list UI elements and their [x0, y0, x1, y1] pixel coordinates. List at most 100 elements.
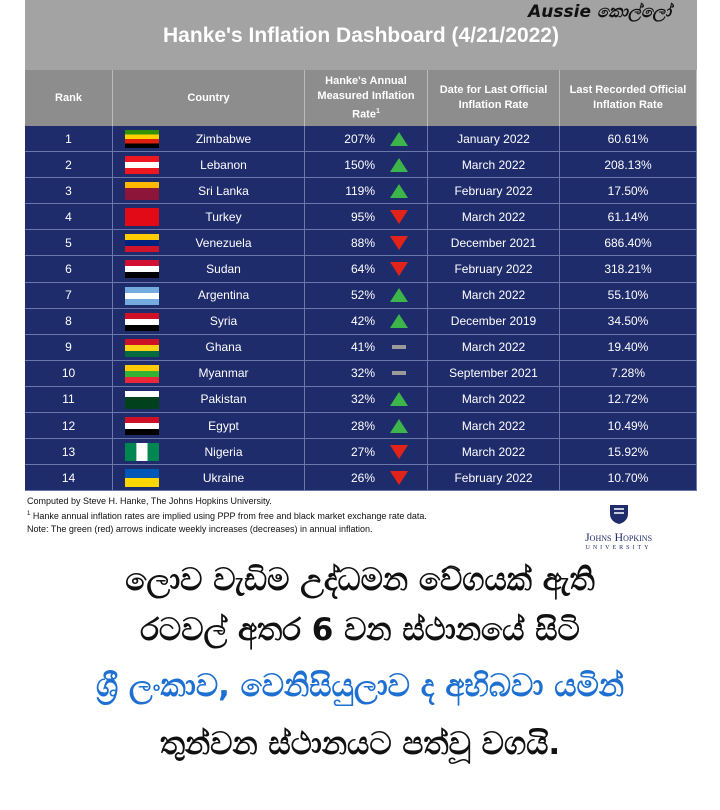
hanke-cell: 207%: [305, 126, 428, 152]
rank: 14: [25, 465, 113, 491]
flag-stripe: [125, 162, 159, 169]
arrow-up: [390, 314, 408, 329]
table-row: 11 Pakistan 32% March 2022 12.72%: [25, 386, 697, 414]
flag-stripe: [125, 364, 159, 371]
last-rate: 318.21%: [560, 256, 697, 282]
hanke-cell: 27%: [305, 439, 428, 465]
trend-arrow: [390, 157, 408, 172]
table-row: 8 Syria 42% December 2019 34.50%: [25, 308, 697, 335]
flag: [125, 208, 159, 227]
flag-stripe: [125, 234, 159, 241]
last-date: March 2022: [428, 334, 560, 360]
last-date: January 2022: [428, 126, 560, 152]
last-rate: 61.14%: [560, 204, 697, 230]
flag: [125, 390, 159, 409]
rank: 6: [25, 256, 113, 282]
country: Sri Lanka: [198, 183, 249, 198]
country: Argentina: [197, 288, 250, 303]
flag-stripe: [125, 376, 159, 383]
flag: [125, 417, 159, 436]
country: Nigeria: [204, 444, 243, 459]
logo-name: Johns Hopkins: [585, 530, 653, 544]
flag-stripe: [125, 338, 159, 345]
table-header: Rank Country Hanke's Annual Measured Inf…: [25, 70, 697, 126]
last-date: September 2021: [428, 360, 560, 386]
rank: 4: [25, 204, 113, 230]
last-rate: 17.50%: [560, 178, 697, 204]
flag-stripe: [125, 312, 159, 319]
trend-arrow: [392, 371, 406, 376]
hanke-cell: 119%: [305, 178, 428, 204]
watermark: Aussie කොල්ලෝ: [528, 2, 671, 22]
rank: 11: [25, 386, 113, 413]
trend-arrow: [390, 392, 408, 407]
trend-arrow: [390, 288, 408, 303]
flag: [125, 469, 159, 488]
footnote: 1 Hanke annual inflation rates are impli…: [27, 508, 427, 523]
flag-stripe: [125, 214, 159, 221]
table-row: 5 Venezuela 88% December 2021 686.40%: [25, 230, 697, 257]
hanke-cell: 26%: [305, 465, 428, 491]
hanke-rate: 42%: [350, 314, 375, 329]
hanke-rate: 52%: [350, 288, 375, 303]
title-band: Aussie කොල්ලෝ Hanke's Inflation Dashboar…: [25, 0, 697, 70]
flag-stripe: [125, 168, 159, 175]
flag: [125, 156, 159, 175]
hanke-rate: 119%: [345, 183, 375, 198]
column-title: Hanke's Annual Measured Inflation Rate: [317, 74, 415, 121]
footnote: Computed by Steve H. Hanke, The Johns Ho…: [27, 496, 272, 506]
trend-arrow: [390, 314, 408, 329]
last-rate: 7.28%: [560, 360, 697, 386]
rank: 8: [25, 308, 113, 334]
country: Ukraine: [202, 470, 245, 485]
rank: 9: [25, 334, 113, 360]
flag: [125, 182, 159, 201]
title: Hanke's Inflation Dashboard (4/21/2022): [163, 24, 559, 47]
country-cell: Egypt: [113, 413, 305, 439]
footnote: Note: The green (red) arrows indicate we…: [27, 524, 373, 534]
flag-stripe: [125, 266, 159, 273]
flag-stripe: [125, 208, 159, 215]
last-rate: 55.10%: [560, 282, 697, 308]
country: Venezuela: [195, 235, 252, 250]
hanke-rate: 41%: [350, 340, 375, 355]
country-cell: Argentina: [113, 282, 305, 308]
hanke-cell: 95%: [305, 204, 428, 230]
trend-arrow: [390, 209, 408, 224]
table-body: 1 Zimbabwe 207% January 2022 60.61% 2 Lebanon 1…: [25, 126, 697, 492]
flag-stripe: [125, 292, 159, 299]
last-date: February 2022: [428, 178, 560, 204]
arrow-up: [390, 157, 408, 172]
flag-stripe: [125, 188, 159, 195]
trend-arrow: [390, 131, 408, 146]
country-cell: Lebanon: [113, 152, 305, 178]
arrow-down: [390, 444, 408, 459]
last-date: March 2022: [428, 204, 560, 230]
last-rate: 208.13%: [560, 152, 697, 178]
country-cell: Turkey: [113, 204, 305, 230]
arrow-up: [390, 392, 408, 407]
flag-stripe: [125, 402, 159, 409]
flag-stripe: [125, 324, 159, 331]
rank: 5: [25, 230, 113, 256]
country: Lebanon: [200, 157, 247, 172]
column-header: Rank: [25, 70, 113, 126]
table-row: 14 Ukraine 26% February 2022 10.70%: [25, 465, 697, 492]
flag-stripe: [125, 194, 159, 201]
hanke-cell: 52%: [305, 282, 428, 308]
note-mark: 1: [375, 107, 380, 115]
country: Egypt: [208, 418, 239, 433]
hanke-rate: 207%: [344, 131, 375, 146]
note-mark: 1: [27, 511, 31, 517]
flag: [125, 364, 159, 383]
flag-stripe: [147, 443, 159, 462]
flag: [125, 286, 159, 305]
flag-stripe: [125, 156, 159, 163]
table-row: 3 Sri Lanka 119% February 2022 17.50%: [25, 178, 697, 205]
arrow-flat: [392, 345, 406, 350]
flag: [125, 130, 159, 148]
column-header: Last Recorded Official Inflation Rate: [560, 70, 697, 126]
arrow-up: [390, 288, 408, 303]
flag-stripe: [125, 443, 137, 462]
brand-tag: කොල්ලෝ: [596, 2, 671, 22]
